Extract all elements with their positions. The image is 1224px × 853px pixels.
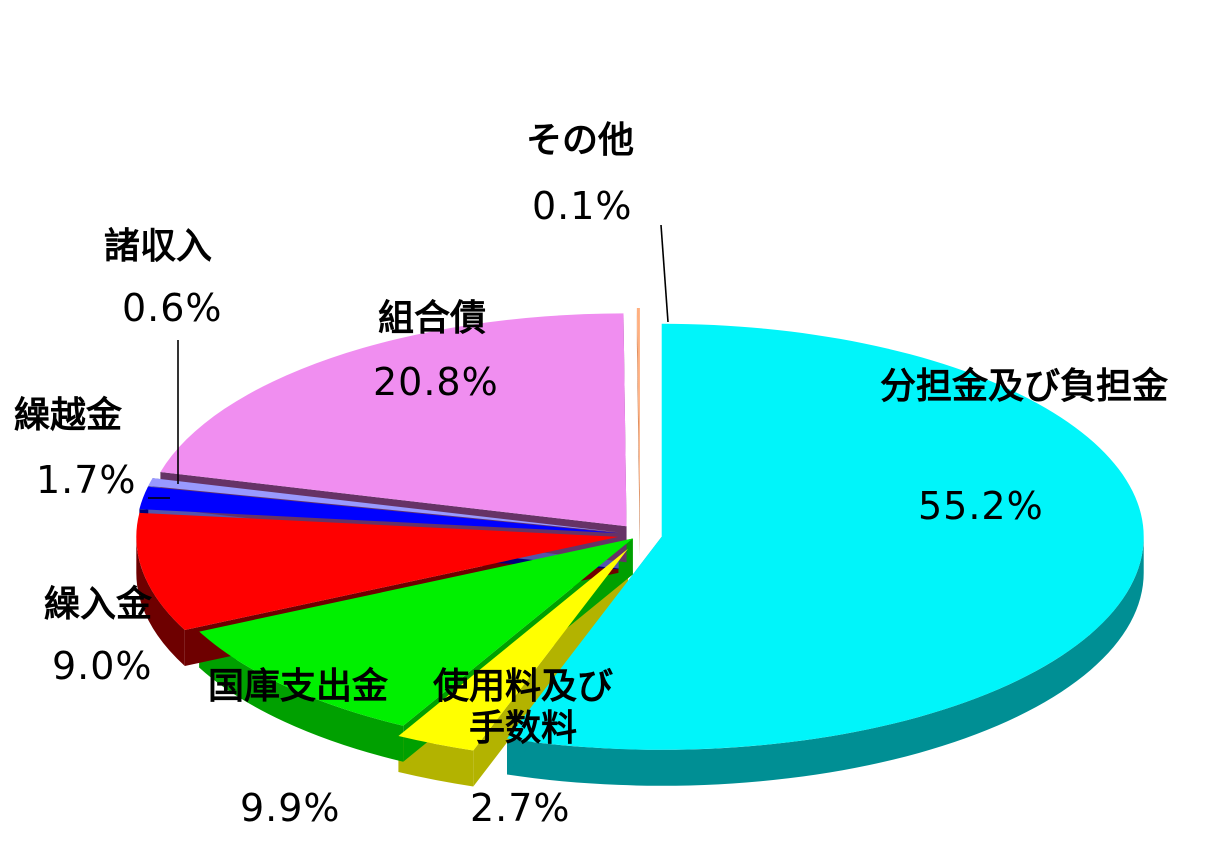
label-pct-other: 0.1% bbox=[532, 184, 633, 228]
slice-rim-national-treasury bbox=[199, 631, 404, 762]
label-pct-usage-fees: 2.7% bbox=[470, 786, 571, 830]
label-name-misc-income: 諸収入 bbox=[104, 226, 213, 267]
label-name-share-burden: 分担金及び負担金 bbox=[880, 366, 1169, 407]
pie-top-layer bbox=[136, 308, 1144, 751]
label-name-national-treasury: 国庫支出金 bbox=[207, 666, 388, 707]
slice-national-treasury bbox=[199, 538, 633, 726]
label-pct-misc-income: 0.6% bbox=[122, 286, 223, 330]
label-pct-national-treasury: 9.9% bbox=[240, 786, 341, 830]
label-pct-bonds: 20.8% bbox=[373, 360, 499, 404]
slice-bonds bbox=[160, 313, 627, 527]
slice-carryover bbox=[139, 486, 619, 534]
label-name-bonds: 組合債 bbox=[378, 298, 487, 339]
slice-usage-fees bbox=[398, 548, 628, 751]
slice-other bbox=[636, 308, 640, 522]
slice-share-burden bbox=[507, 323, 1144, 750]
label-pct-share-burden: 55.2% bbox=[918, 484, 1044, 528]
label-pct-transfer: 9.0% bbox=[52, 644, 153, 688]
slice-rim-transfer bbox=[136, 536, 185, 666]
label-name-other: その他 bbox=[526, 120, 635, 161]
slice-misc-income bbox=[148, 478, 619, 533]
label-name-usage-fees: 使用料及び手数料 bbox=[432, 666, 613, 750]
label-name-transfer: 繰入金 bbox=[44, 584, 153, 625]
label-name-carryover: 繰越金 bbox=[14, 395, 123, 436]
label-pct-carryover: 1.7% bbox=[36, 458, 137, 502]
leader-line-other bbox=[660, 224, 669, 323]
slice-rim-share-burden bbox=[507, 536, 1144, 786]
slice-face-other-0 bbox=[636, 308, 640, 558]
slice-transfer bbox=[136, 512, 619, 630]
